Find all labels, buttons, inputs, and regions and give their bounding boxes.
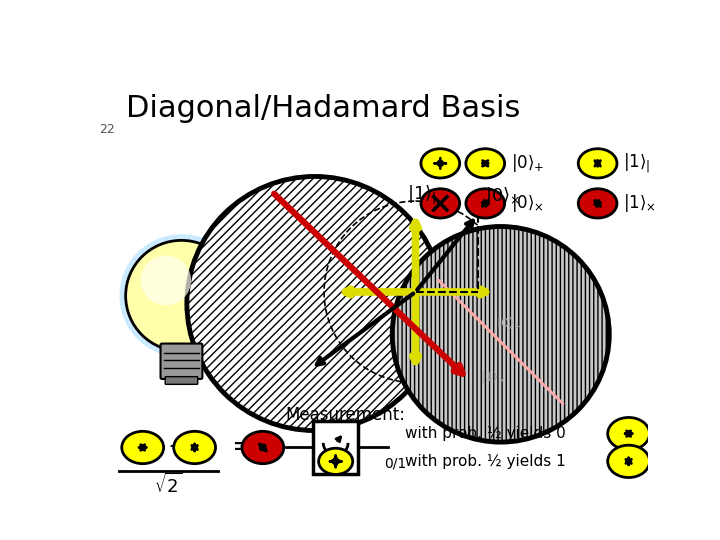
Text: Measurement:: Measurement: [286,406,406,424]
Text: $|1\rangle_{|}$: $|1\rangle_{|}$ [407,184,436,207]
Ellipse shape [578,189,617,218]
Text: $|0\rangle_{\times}$: $|0\rangle_{\times}$ [485,185,521,207]
Ellipse shape [578,148,617,178]
Ellipse shape [242,431,284,464]
Circle shape [120,234,243,357]
Text: $|0\rangle_{+}$: $|0\rangle_{+}$ [496,315,521,330]
Circle shape [126,240,238,351]
Text: with prob. ½ yields 1: with prob. ½ yields 1 [405,454,565,469]
Ellipse shape [421,148,459,178]
Text: =: = [232,434,255,462]
Ellipse shape [319,448,353,475]
Text: 0/1: 0/1 [384,457,406,471]
Circle shape [392,226,609,442]
Text: $|0\rangle_{+}$: $|0\rangle_{+}$ [510,152,544,174]
Ellipse shape [174,431,215,464]
Circle shape [187,177,443,430]
Text: $\sqrt{2}$: $\sqrt{2}$ [155,472,183,497]
Ellipse shape [466,148,505,178]
Text: $|1\rangle_{\times}$: $|1\rangle_{\times}$ [624,192,656,214]
Text: $|1\rangle_{\times}$: $|1\rangle_{\times}$ [480,369,505,384]
Text: 22: 22 [99,123,115,136]
FancyBboxPatch shape [161,343,202,379]
Ellipse shape [608,417,649,450]
Text: Diagonal/Hadamard Basis: Diagonal/Hadamard Basis [126,94,520,123]
Ellipse shape [122,431,163,464]
FancyBboxPatch shape [165,377,198,384]
Circle shape [141,255,191,305]
Text: $|0\rangle_{\times}$: $|0\rangle_{\times}$ [510,192,544,214]
Ellipse shape [421,189,459,218]
Ellipse shape [466,189,505,218]
Bar [313,421,358,474]
Ellipse shape [608,445,649,477]
Text: +: + [168,435,189,460]
Text: with prob. ½ yields 0: with prob. ½ yields 0 [405,426,565,441]
Text: $|1\rangle_{|}$: $|1\rangle_{|}$ [624,152,651,175]
